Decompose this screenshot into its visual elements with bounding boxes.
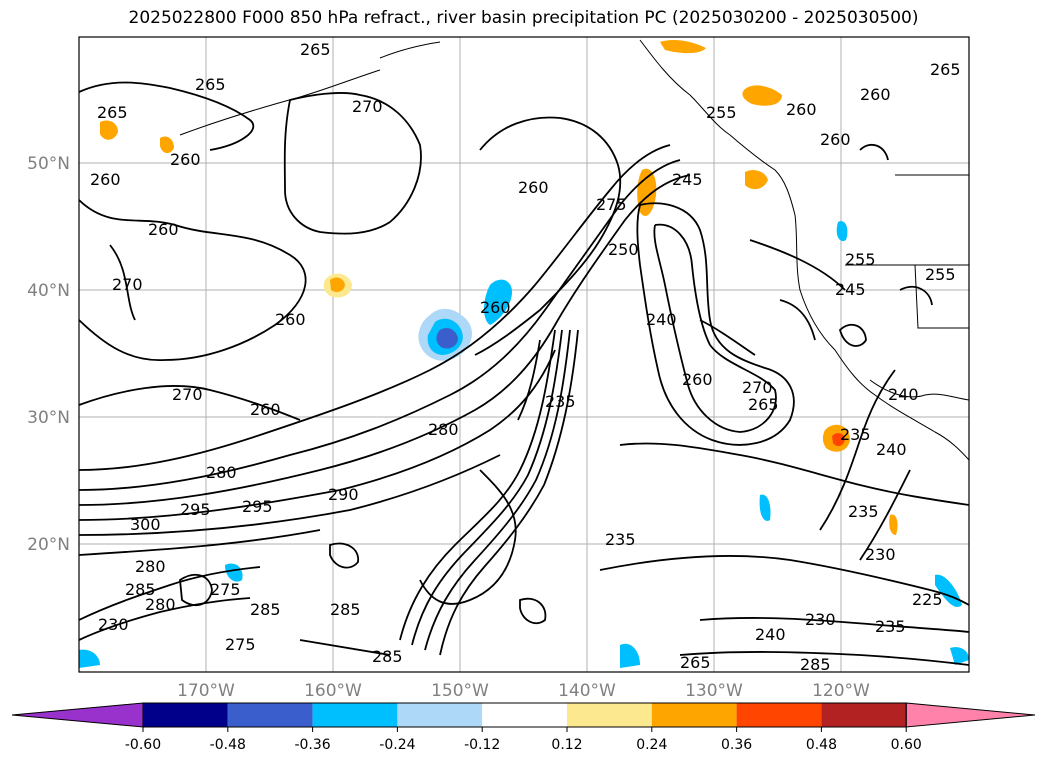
- colorbar-segment: [143, 703, 228, 727]
- colorbar-tick-label: 0.60: [891, 737, 922, 753]
- colorbar-segment: [227, 703, 313, 727]
- contour-label: 270: [742, 378, 773, 397]
- contour-label: 230: [98, 615, 129, 634]
- contour-label: 295: [180, 500, 211, 519]
- lon-label: 170°W: [177, 681, 235, 701]
- contour-label: 240: [876, 440, 907, 459]
- colorbar-tick-label: -0.24: [379, 737, 415, 753]
- contour-label: 270: [112, 275, 143, 294]
- contour-label: 260: [820, 130, 851, 149]
- contour-label: 285: [330, 600, 361, 619]
- contour-label: 275: [596, 195, 627, 214]
- colorbar-extend-high: [905, 702, 1036, 728]
- colorbar-extend-low: [11, 702, 144, 728]
- contour-label: 285: [372, 647, 403, 666]
- contour-label: 285: [800, 655, 831, 674]
- contour-label: 230: [865, 545, 896, 564]
- colorbar-tick-label: -0.36: [294, 737, 330, 753]
- contour-label: 235: [848, 502, 879, 521]
- contour-label: 235: [875, 617, 906, 636]
- contour-label: 260: [250, 400, 281, 419]
- contour-label: 270: [352, 97, 383, 116]
- refractivity-contours: [79, 81, 969, 666]
- contour-label: 275: [210, 580, 241, 599]
- contour-label: 260: [860, 85, 891, 104]
- contour-label: 240: [646, 310, 677, 329]
- colorbar-segment: [567, 703, 652, 727]
- colorbar-segment: [482, 703, 567, 727]
- contour-label: 255: [845, 250, 876, 269]
- contour-label: 260: [518, 178, 549, 197]
- contour-label: 260: [90, 170, 121, 189]
- contour-label: 280: [206, 463, 237, 482]
- coastlines: [179, 39, 969, 461]
- lat-label: 40°N: [27, 281, 70, 301]
- colorbar-segment: [736, 703, 822, 727]
- contour-label: 290: [328, 485, 359, 504]
- colorbar-tick-label: -0.12: [464, 737, 500, 753]
- contour-label: 285: [250, 600, 281, 619]
- lon-label: 130°W: [685, 681, 743, 701]
- longitude-labels: 170°W 160°W 150°W 140°W 130°W 120°W: [177, 681, 870, 701]
- contour-label: 245: [672, 170, 703, 189]
- contour-label: 225: [912, 590, 943, 609]
- contour-label: 295: [242, 497, 273, 516]
- contour-label: 260: [170, 150, 201, 169]
- contour-label: 245: [835, 280, 866, 299]
- contour-label: 255: [925, 265, 956, 284]
- contour-label: 280: [145, 595, 176, 614]
- contour-label: 265: [748, 395, 779, 414]
- colorbar-segment: [397, 703, 483, 727]
- lon-label: 120°W: [812, 681, 870, 701]
- contour-label: 265: [97, 103, 128, 122]
- contour-label: 260: [480, 298, 511, 317]
- contour-label: 275: [225, 635, 256, 654]
- contour-labels: 265 265 265 270 260 260 260 270 260 270 …: [90, 40, 961, 674]
- lon-label: 140°W: [558, 681, 616, 701]
- gridlines: [79, 37, 969, 672]
- colorbar-segment: [821, 703, 907, 727]
- contour-label: 265: [195, 75, 226, 94]
- map-frame: [78, 36, 970, 673]
- contour-label: 240: [888, 385, 919, 404]
- lon-label: 160°W: [304, 681, 362, 701]
- shaded-anomalies: [79, 40, 969, 668]
- colorbar-tick-label: 0.48: [806, 737, 837, 753]
- contour-label: 300: [130, 515, 161, 534]
- colorbar-outline: [142, 702, 907, 728]
- contour-label: 280: [428, 420, 459, 439]
- contour-label: 260: [275, 310, 306, 329]
- contour-label: 265: [930, 60, 961, 79]
- colorbar-tick-label: 0.24: [636, 737, 667, 753]
- lon-label: 150°W: [431, 681, 489, 701]
- contour-label: 260: [786, 100, 817, 119]
- contour-label: 240: [755, 625, 786, 644]
- contour-label: 260: [682, 370, 713, 389]
- lat-label: 50°N: [27, 154, 70, 174]
- contour-label: 255: [706, 103, 737, 122]
- lat-label: 30°N: [27, 408, 70, 428]
- colorbar-segment: [651, 703, 737, 727]
- lat-label: 20°N: [27, 535, 70, 555]
- map-title: 2025022800 F000 850 hPa refract., river …: [128, 8, 919, 28]
- contour-label: 280: [135, 557, 166, 576]
- latitude-labels: 50°N 40°N 30°N 20°N: [27, 154, 70, 555]
- colorbar-tick-label: 0.36: [721, 737, 752, 753]
- contour-label: 260: [148, 220, 179, 239]
- contour-label: 250: [608, 240, 639, 259]
- contour-label: 230: [805, 610, 836, 629]
- contour-label: 235: [545, 392, 576, 411]
- contour-label: 265: [300, 40, 331, 59]
- colorbar-tick-label: 0.12: [551, 737, 582, 753]
- contour-label: 270: [172, 385, 203, 404]
- contour-label: 285: [125, 580, 156, 599]
- contour-label: 265: [680, 653, 711, 672]
- contour-label: 235: [605, 530, 636, 549]
- colorbar-tick-label: -0.48: [210, 737, 246, 753]
- contour-label: 235: [840, 425, 871, 444]
- colorbar-tick-label: -0.60: [125, 737, 161, 753]
- colorbar-segment: [312, 703, 398, 727]
